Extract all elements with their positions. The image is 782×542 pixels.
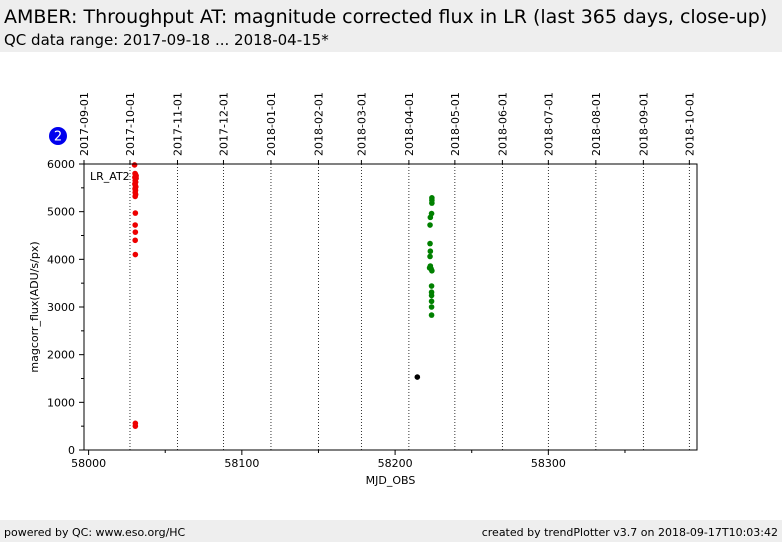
- data-point: [132, 251, 139, 258]
- data-point: [132, 193, 138, 200]
- date-tick-label: 2018-05-01: [449, 92, 462, 156]
- plot-frame: [83, 163, 698, 451]
- footer-created-by: created by trendPlotter v3.7 on 2018-09-…: [481, 526, 778, 539]
- date-tick-label: 2018-03-01: [355, 92, 368, 156]
- y-tick-label: 1000: [47, 396, 75, 409]
- x-tick-label: 58000: [71, 457, 106, 470]
- date-tick-label: 2017-12-01: [217, 92, 230, 156]
- date-tick-label: 2018-10-01: [683, 92, 696, 156]
- date-tick-label: 2018-07-01: [542, 92, 555, 156]
- month-gridlines: [83, 164, 690, 450]
- data-point: [414, 374, 421, 380]
- badge-circle: [49, 127, 67, 145]
- date-tick-label: 2017-11-01: [171, 92, 184, 156]
- x-tick-label: 58200: [378, 457, 413, 470]
- date-axis: 2017-09-01 2017-10-01 2017-11-01 2017-12-01…: [78, 92, 696, 164]
- date-tick-label: 2018-01-01: [265, 92, 278, 156]
- data-point: [429, 200, 435, 206]
- date-tick-label: 2018-04-01: [403, 92, 416, 156]
- data-point: [428, 312, 435, 318]
- badge-label: 2: [54, 130, 62, 145]
- y-tick-label: 0: [68, 444, 75, 457]
- date-tick-label: 2018-06-01: [496, 92, 509, 156]
- x-tick-label: 58100: [224, 457, 259, 470]
- scatter-chart: 58000 58100 58200 58300 0 1000 2000 3000 4000 50…: [28, 92, 698, 487]
- data-point: [428, 298, 435, 305]
- y-axis-label: magcorr_flux(ADU/s/px): [28, 241, 41, 372]
- y-tick-label: 6000: [47, 158, 75, 171]
- date-tick-label: 2017-09-01: [78, 92, 91, 156]
- data-point: [428, 304, 435, 310]
- data-point: [132, 210, 139, 216]
- x-axis: 58000 58100 58200 58300: [71, 450, 626, 470]
- x-tick-label: 58300: [531, 457, 566, 470]
- data-point: [428, 292, 435, 299]
- y-tick-label: 2000: [47, 349, 75, 362]
- header-bar: AMBER: Throughput AT: magnitude correcte…: [0, 0, 782, 52]
- date-tick-label: 2017-10-01: [124, 92, 137, 156]
- data-point: [427, 248, 434, 255]
- date-tick-label: 2018-09-01: [637, 92, 650, 156]
- plot-number-badge: 2: [49, 127, 67, 145]
- footer-powered-by: powered by QC: www.eso.org/HC: [4, 526, 186, 539]
- data-point: [427, 214, 434, 221]
- y-tick-label: 4000: [47, 253, 75, 266]
- series-label: LR_AT2: [90, 170, 130, 183]
- page-title: AMBER: Throughput AT: magnitude correcte…: [4, 6, 768, 28]
- date-tick-label: 2018-08-01: [590, 92, 603, 156]
- x-axis-label: MJD_OBS: [366, 474, 416, 487]
- y-tick-label: 5000: [47, 206, 75, 219]
- data-point: [427, 222, 433, 228]
- footer-bar: powered by QC: www.eso.org/HC created by…: [0, 520, 782, 542]
- data-point: [132, 222, 138, 228]
- data-point: [429, 267, 435, 274]
- data-point: [428, 283, 435, 289]
- data-point: [427, 253, 433, 260]
- data-points: [131, 162, 435, 429]
- data-point: [132, 237, 138, 244]
- data-point: [132, 423, 139, 429]
- date-tick-label: 2018-02-01: [312, 92, 325, 156]
- data-range-subtitle: QC data range: 2017-09-18 ... 2018-04-15…: [4, 31, 329, 49]
- data-point: [427, 240, 433, 247]
- data-point: [131, 162, 138, 168]
- y-axis: 0 1000 2000 3000 4000 5000 6000: [47, 158, 84, 457]
- data-point: [132, 229, 139, 235]
- y-tick-label: 3000: [47, 301, 75, 314]
